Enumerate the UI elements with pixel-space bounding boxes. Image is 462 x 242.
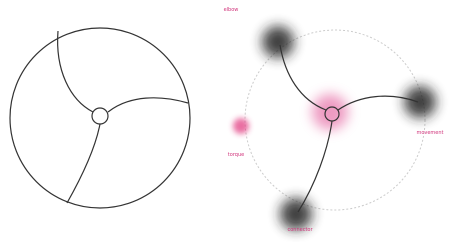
mass-blob bbox=[280, 198, 312, 230]
mass-blob bbox=[262, 26, 294, 58]
left-mechanism bbox=[10, 28, 190, 208]
hub bbox=[92, 108, 108, 124]
spoke bbox=[108, 98, 188, 112]
spoke bbox=[67, 124, 100, 203]
label: torque bbox=[228, 152, 244, 158]
spoke bbox=[58, 31, 93, 112]
label: movement bbox=[416, 130, 443, 136]
mass-blob bbox=[404, 86, 436, 118]
side-blob bbox=[233, 118, 249, 134]
outer-ring bbox=[10, 28, 190, 208]
diagram: elbow torque movement connector bbox=[0, 0, 462, 242]
label: elbow bbox=[224, 7, 239, 13]
spoke bbox=[298, 121, 332, 212]
right-diagram: elbow torque movement connector bbox=[224, 7, 444, 233]
center-blob bbox=[312, 94, 348, 130]
label: connector bbox=[287, 227, 313, 233]
